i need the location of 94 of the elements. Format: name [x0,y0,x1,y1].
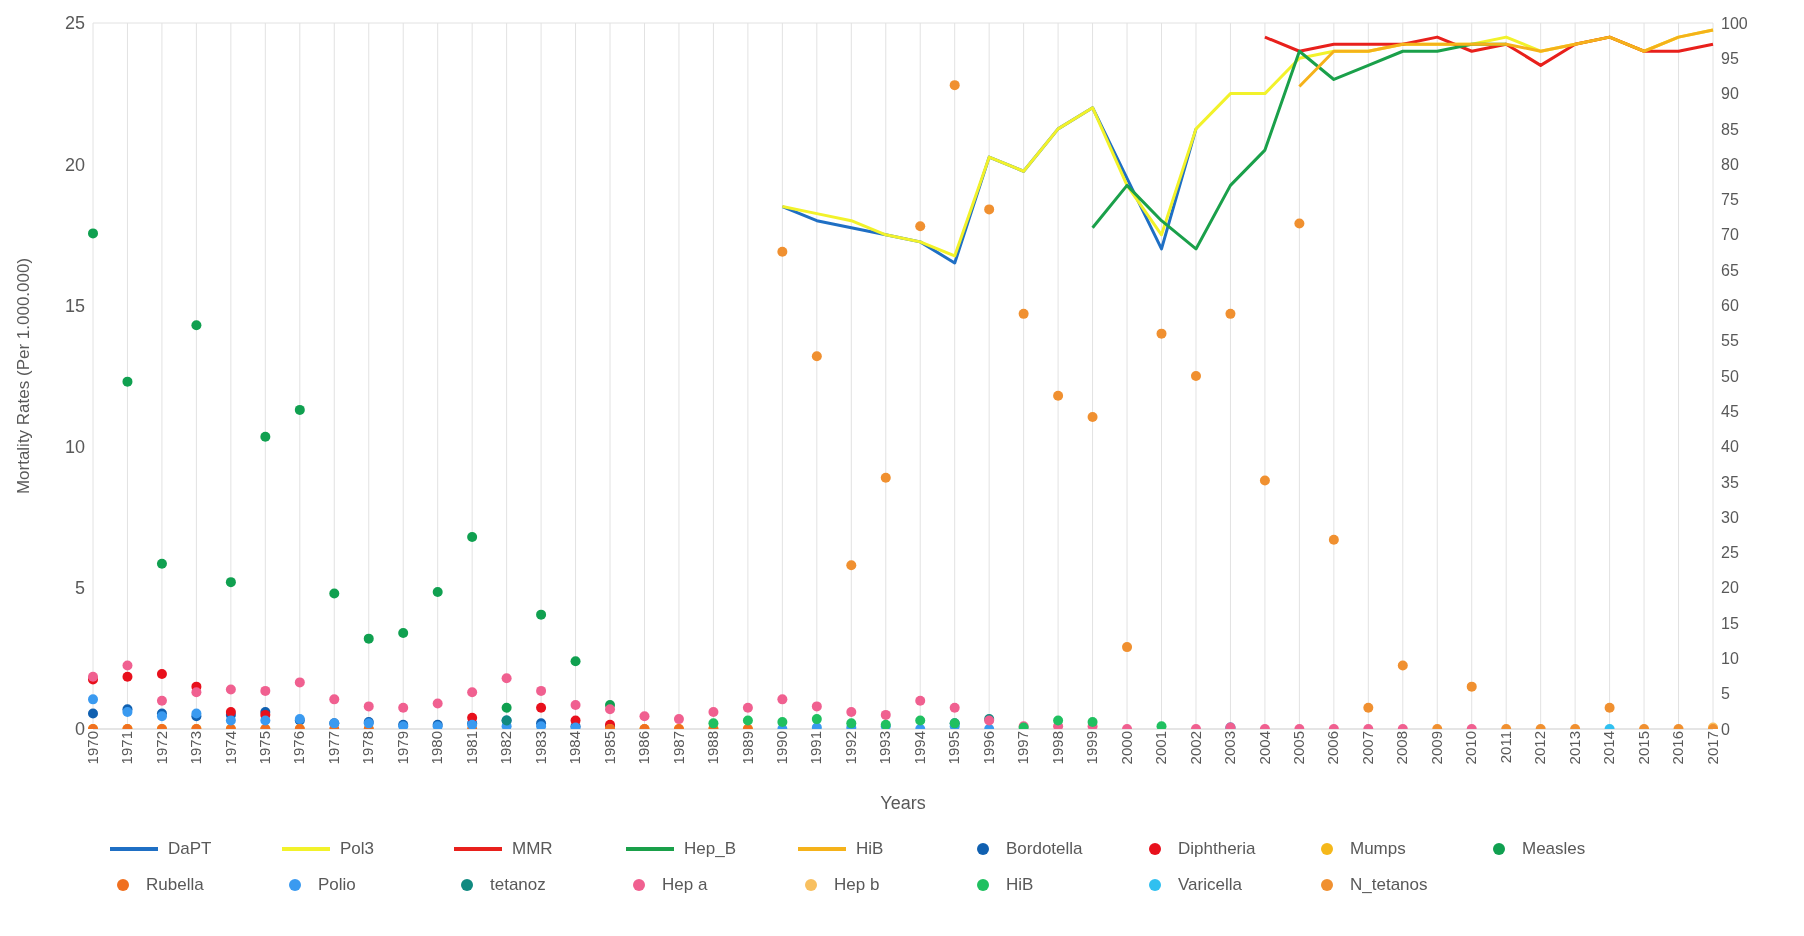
x-tick-label: 1984 [566,731,584,765]
y2-tick-label: 65 [1721,261,1739,279]
x-tick-label: 1977 [324,731,342,765]
legend-label: tetanoz [490,875,546,895]
x-tick-label: 2001 [1152,731,1170,765]
x-tick-label: 2010 [1462,731,1480,765]
x-tick-label: 1972 [152,731,170,765]
legend-label: Measles [1522,839,1586,859]
x-tick-label: 1998 [1048,731,1066,765]
x-tick-label: 1987 [669,731,687,765]
y2-tick-label: 90 [1721,85,1739,103]
y-tick-label: 5 [74,578,85,599]
x-tick-label: 1973 [187,731,205,765]
x-tick-label: 1991 [807,731,825,765]
y2-tick-label: 60 [1721,297,1739,315]
y2-tick-label: 20 [1721,579,1739,597]
legend-label: Pol3 [340,839,375,859]
x-tick-label: 1982 [497,731,515,765]
x-tick-label: 2006 [1324,731,1342,765]
x-tick-label: 2005 [1290,731,1308,765]
x-tick-label: 1975 [255,731,273,765]
legend-label: DaPT [168,839,212,859]
x-tick-label: 2013 [1565,731,1583,765]
x-tick-label: 1979 [393,731,411,765]
x-axis-title: Years [880,793,926,813]
x-tick-label: 2012 [1531,731,1549,765]
y-tick-label: 20 [64,154,85,175]
y2-tick-label: 75 [1721,191,1739,209]
y-tick-label: 15 [64,295,85,316]
y2-tick-label: 0 [1721,720,1730,738]
y-tick-label: 10 [64,436,85,457]
x-tick-label: 2017 [1703,731,1721,765]
y2-tick-label: 30 [1721,508,1739,526]
y2-tick-label: 10 [1721,650,1739,668]
legend-label: HiB [1006,875,1034,895]
legend-label: Hep b [834,875,880,895]
x-tick-label: 1976 [290,731,308,765]
legend-label: Bordotella [1006,839,1083,859]
y2-tick-label: 15 [1721,614,1739,632]
x-tick-label: 2007 [1358,731,1376,765]
x-tick-label: 1985 [600,731,618,765]
x-tick-label: 1996 [979,731,997,765]
x-tick-label: 1990 [773,731,791,765]
legend-label: Varicella [1178,875,1242,895]
x-tick-label: 1981 [462,731,480,765]
y2-tick-label: 80 [1721,155,1739,173]
x-tick-label: 1988 [704,731,722,765]
y2-tick-label: 35 [1721,473,1739,491]
x-tick-label: 2016 [1669,731,1687,765]
legend-label: Hep_B [684,839,736,859]
x-tick-label: 1992 [841,731,859,765]
x-tick-label: 2011 [1496,731,1514,764]
x-tick-label: 2003 [1221,731,1239,765]
legend-label: Mumps [1350,839,1406,859]
x-tick-label: 1989 [738,731,756,765]
y2-tick-label: 85 [1721,120,1739,138]
x-tick-label: 1986 [635,731,653,765]
y2-tick-label: 5 [1721,685,1730,703]
x-tick-label: 2009 [1427,731,1445,765]
legend-label: Polio [318,875,356,895]
x-tick-label: 2015 [1634,731,1652,765]
y2-tick-label: 25 [1721,544,1739,562]
x-tick-label: 2014 [1600,731,1618,765]
y-tick-label: 25 [64,13,85,34]
x-tick-label: 1978 [359,731,377,765]
x-tick-label: 1993 [876,731,894,765]
x-tick-label: 1980 [428,731,446,765]
y2-tick-label: 95 [1721,49,1739,67]
y2-tick-label: 50 [1721,367,1739,385]
y2-tick-label: 100 [1721,14,1748,32]
x-tick-label: 2008 [1393,731,1411,765]
x-tick-label: 2000 [1117,731,1135,765]
y-tick-label: 0 [74,719,85,740]
x-tick-label: 1999 [1083,731,1101,765]
x-tick-label: 2002 [1186,731,1204,765]
legend-label: MMR [512,839,553,859]
y2-tick-label: 40 [1721,438,1739,456]
legend-label: Rubella [146,875,204,895]
y2-tick-label: 70 [1721,226,1739,244]
y2-tick-label: 45 [1721,402,1739,420]
x-tick-label: 1971 [118,731,136,765]
x-tick-label: 1970 [83,731,101,765]
y-axis-title: Mortality Rates (Per 1.000.000) [14,257,34,495]
x-tick-label: 1974 [221,731,239,765]
legend-label: Hep a [662,875,708,895]
x-tick-label: 1995 [945,731,963,765]
x-tick-label: 2004 [1255,731,1273,765]
legend-label: HiB [856,839,884,859]
x-tick-label: 1983 [531,731,549,765]
x-tick-label: 1997 [1014,731,1032,765]
legend-label: N_tetanos [1350,875,1428,895]
y2-tick-label: 55 [1721,332,1739,350]
x-tick-label: 1994 [910,731,928,765]
legend-label: Diphtheria [1178,839,1256,859]
